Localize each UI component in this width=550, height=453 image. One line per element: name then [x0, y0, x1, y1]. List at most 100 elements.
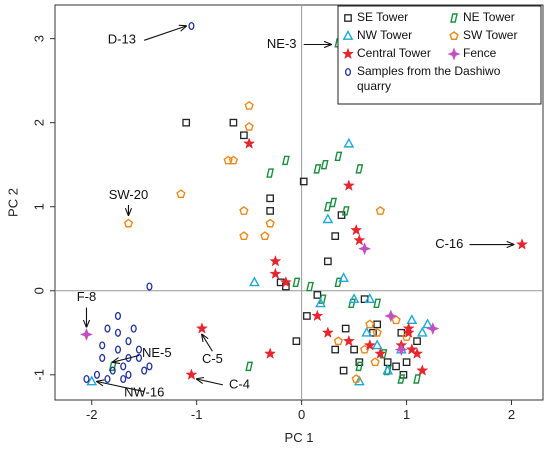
reference-lines	[55, 5, 543, 400]
data-point	[355, 164, 364, 174]
y-tick-label: 3	[31, 35, 46, 42]
data-point	[146, 282, 153, 291]
annotation-label: NE-5	[142, 345, 172, 360]
data-point	[391, 315, 401, 325]
legend-marker	[341, 47, 355, 60]
data-point	[373, 320, 382, 329]
data-point	[343, 137, 355, 148]
legend-label: SW Tower	[463, 28, 517, 42]
data-point	[329, 197, 337, 208]
data-point	[135, 345, 143, 354]
data-point	[394, 343, 408, 357]
data-point	[324, 257, 332, 266]
data-point	[426, 322, 440, 336]
data-point	[333, 336, 343, 346]
data-point	[245, 361, 254, 372]
data-point	[339, 366, 348, 375]
legend-marker	[449, 31, 459, 40]
data-point	[292, 277, 301, 288]
data-point	[422, 318, 433, 329]
legend-marker	[450, 13, 458, 23]
data-point	[348, 293, 360, 304]
data-point	[123, 218, 134, 228]
data-point	[243, 137, 256, 149]
annotation-arrow	[144, 26, 186, 41]
data-point	[266, 207, 274, 215]
data-point	[371, 339, 383, 350]
data-point	[361, 326, 373, 337]
data-point	[146, 362, 153, 371]
data-point	[93, 370, 101, 379]
data-point	[358, 242, 372, 256]
data-point	[374, 347, 387, 359]
data-point	[265, 218, 275, 228]
data-point	[135, 353, 143, 363]
x-tick-label: 2	[508, 407, 515, 422]
data-point	[311, 309, 324, 322]
y-tick-label: 2	[31, 119, 46, 126]
annotation-arrow	[197, 379, 224, 386]
x-tick-label: 0	[298, 407, 305, 422]
y-axis-label: PC 2	[5, 188, 20, 217]
data-point	[321, 326, 334, 338]
series-fence	[79, 242, 440, 357]
data-point	[320, 159, 329, 170]
data-point	[249, 276, 260, 287]
data-point	[353, 375, 365, 386]
legend-label: NW Tower	[357, 28, 412, 42]
data-point	[240, 131, 248, 140]
data-point	[322, 213, 334, 224]
data-point	[86, 375, 98, 386]
annotation-label: C-4	[229, 376, 250, 391]
data-point	[515, 238, 529, 250]
legend-box	[337, 5, 542, 105]
data-point	[372, 327, 382, 337]
data-point	[223, 155, 233, 165]
data-point	[331, 345, 340, 354]
data-point	[411, 347, 424, 359]
legend-label: Fence	[463, 46, 497, 60]
series-nw-tower	[86, 137, 433, 386]
data-point	[239, 206, 249, 215]
data-point	[402, 358, 411, 367]
legend-marker	[342, 30, 354, 40]
legend: SE Tower NE Tower NW Tower SW Tower Central …	[337, 5, 542, 105]
data-point	[114, 311, 122, 321]
data-point	[109, 366, 116, 375]
data-point	[397, 374, 406, 384]
y-tick-label: 0	[31, 287, 46, 294]
legend-label: SE Tower	[357, 10, 408, 24]
data-point	[182, 118, 191, 127]
data-point	[303, 312, 311, 320]
data-point	[397, 328, 406, 337]
data-point	[125, 337, 132, 346]
data-point	[120, 362, 127, 371]
data-point	[239, 231, 249, 241]
series-central-tower	[185, 137, 529, 380]
data-point	[279, 276, 292, 288]
data-point	[79, 327, 94, 341]
data-point	[260, 231, 270, 241]
data-point	[402, 326, 415, 338]
data-point	[114, 345, 122, 354]
data-point	[185, 368, 198, 380]
annotation-label: F-8	[77, 289, 97, 304]
data-point	[195, 322, 208, 334]
x-tick-label: -1	[191, 407, 203, 422]
data-point	[266, 168, 275, 178]
data-point	[229, 118, 238, 127]
data-point	[299, 177, 308, 186]
data-point	[266, 194, 274, 203]
data-point	[338, 272, 349, 283]
annotation-arrow	[113, 354, 140, 362]
x-tick-label: 1	[403, 407, 410, 422]
data-point	[416, 364, 429, 376]
annotation-arrow	[202, 334, 213, 352]
data-point	[104, 374, 111, 384]
data-point	[392, 362, 400, 371]
data-point	[104, 324, 111, 333]
data-point	[413, 337, 421, 346]
data-point	[313, 164, 322, 174]
data-point	[382, 364, 394, 375]
data-point	[188, 21, 195, 31]
